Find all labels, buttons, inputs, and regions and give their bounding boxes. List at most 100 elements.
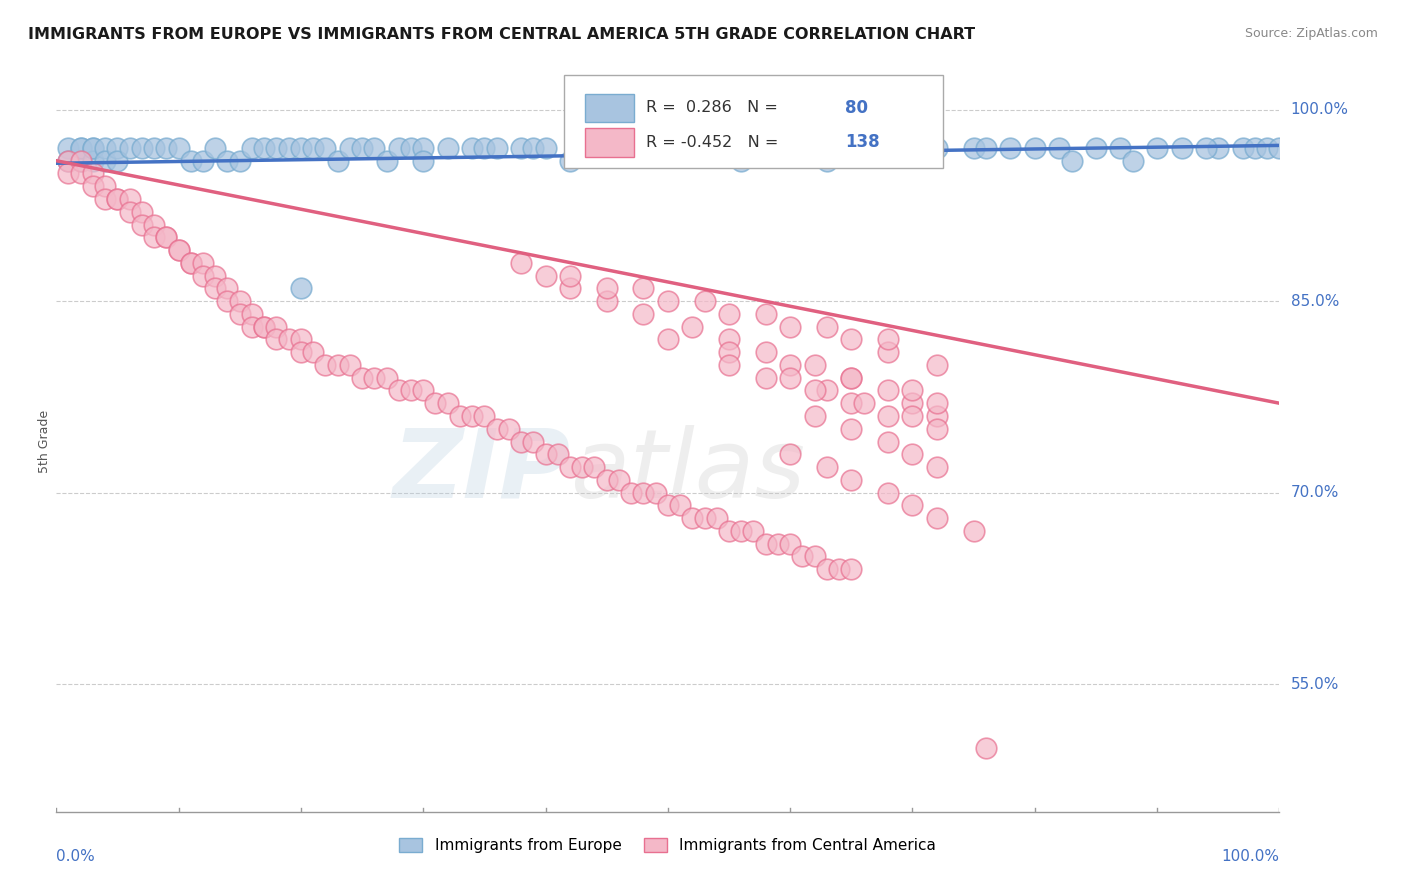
Point bbox=[191, 153, 214, 168]
Point bbox=[1256, 141, 1278, 155]
Point bbox=[583, 460, 606, 475]
Point bbox=[841, 396, 863, 410]
Point bbox=[901, 396, 924, 410]
Point bbox=[412, 384, 434, 398]
Point bbox=[877, 345, 900, 359]
Point bbox=[706, 511, 728, 525]
Point bbox=[742, 524, 765, 538]
Point bbox=[217, 294, 239, 309]
Point bbox=[1170, 141, 1192, 155]
Point bbox=[69, 141, 91, 155]
Point bbox=[388, 141, 411, 155]
Bar bbox=[585, 94, 634, 121]
Legend: Immigrants from Europe, Immigrants from Central America: Immigrants from Europe, Immigrants from … bbox=[394, 832, 942, 860]
Point bbox=[755, 307, 778, 321]
Point bbox=[240, 141, 263, 155]
Point bbox=[718, 524, 741, 538]
Point bbox=[657, 499, 679, 513]
Point bbox=[399, 384, 422, 398]
Point bbox=[914, 141, 936, 155]
Point bbox=[534, 141, 557, 155]
Point bbox=[620, 485, 643, 500]
Point bbox=[681, 319, 703, 334]
Point bbox=[547, 447, 569, 461]
Point bbox=[266, 333, 288, 347]
Point bbox=[107, 153, 129, 168]
Point bbox=[718, 345, 741, 359]
Point bbox=[974, 141, 997, 155]
Point bbox=[155, 230, 177, 244]
Point bbox=[534, 268, 557, 283]
Point bbox=[143, 230, 166, 244]
Point bbox=[118, 192, 141, 206]
Point bbox=[204, 281, 226, 295]
Text: atlas: atlas bbox=[569, 425, 806, 517]
Point bbox=[841, 333, 863, 347]
Point bbox=[596, 473, 619, 487]
Point bbox=[779, 358, 801, 372]
Point bbox=[240, 307, 263, 321]
Point bbox=[1085, 141, 1108, 155]
Point bbox=[571, 460, 593, 475]
Point bbox=[1195, 141, 1218, 155]
Point bbox=[901, 447, 924, 461]
Point bbox=[558, 153, 581, 168]
Point bbox=[633, 307, 655, 321]
Point bbox=[375, 153, 398, 168]
Point bbox=[669, 499, 692, 513]
Point bbox=[436, 141, 458, 155]
Point bbox=[167, 141, 190, 155]
Point bbox=[1122, 153, 1144, 168]
Point bbox=[94, 192, 117, 206]
Point bbox=[596, 281, 619, 295]
Point bbox=[352, 370, 374, 384]
Point bbox=[339, 358, 361, 372]
Point bbox=[755, 536, 778, 550]
Point bbox=[204, 268, 226, 283]
Point bbox=[339, 141, 361, 155]
Point bbox=[498, 422, 520, 436]
Point bbox=[681, 141, 703, 155]
Point bbox=[1109, 141, 1132, 155]
Text: 0.0%: 0.0% bbox=[56, 849, 96, 863]
Point bbox=[901, 141, 924, 155]
Point bbox=[266, 319, 288, 334]
Point bbox=[253, 319, 276, 334]
Point bbox=[877, 434, 900, 449]
Point bbox=[461, 409, 484, 423]
Point bbox=[217, 153, 239, 168]
Point bbox=[314, 141, 336, 155]
Point bbox=[522, 434, 544, 449]
Point bbox=[644, 485, 666, 500]
Point bbox=[228, 153, 252, 168]
Point bbox=[877, 384, 900, 398]
Text: IMMIGRANTS FROM EUROPE VS IMMIGRANTS FROM CENTRAL AMERICA 5TH GRADE CORRELATION : IMMIGRANTS FROM EUROPE VS IMMIGRANTS FRO… bbox=[28, 27, 976, 42]
Point bbox=[277, 141, 299, 155]
Point bbox=[779, 319, 801, 334]
Point bbox=[131, 141, 153, 155]
Point bbox=[107, 192, 129, 206]
Point bbox=[755, 370, 778, 384]
Point bbox=[779, 141, 801, 155]
Point bbox=[596, 294, 619, 309]
Point bbox=[693, 294, 716, 309]
Point bbox=[633, 485, 655, 500]
Point bbox=[204, 141, 226, 155]
Point bbox=[314, 358, 336, 372]
Point bbox=[925, 409, 948, 423]
Point bbox=[803, 141, 825, 155]
Point bbox=[107, 141, 129, 155]
Point bbox=[94, 179, 117, 194]
Point bbox=[558, 268, 581, 283]
Point bbox=[925, 511, 948, 525]
Point bbox=[412, 141, 434, 155]
Point bbox=[1024, 141, 1046, 155]
Point bbox=[375, 370, 398, 384]
Point bbox=[290, 345, 312, 359]
Point bbox=[1000, 141, 1022, 155]
Point bbox=[217, 281, 239, 295]
Text: 138: 138 bbox=[845, 134, 880, 152]
Bar bbox=[585, 128, 634, 156]
Point bbox=[657, 141, 679, 155]
Point bbox=[1146, 141, 1168, 155]
